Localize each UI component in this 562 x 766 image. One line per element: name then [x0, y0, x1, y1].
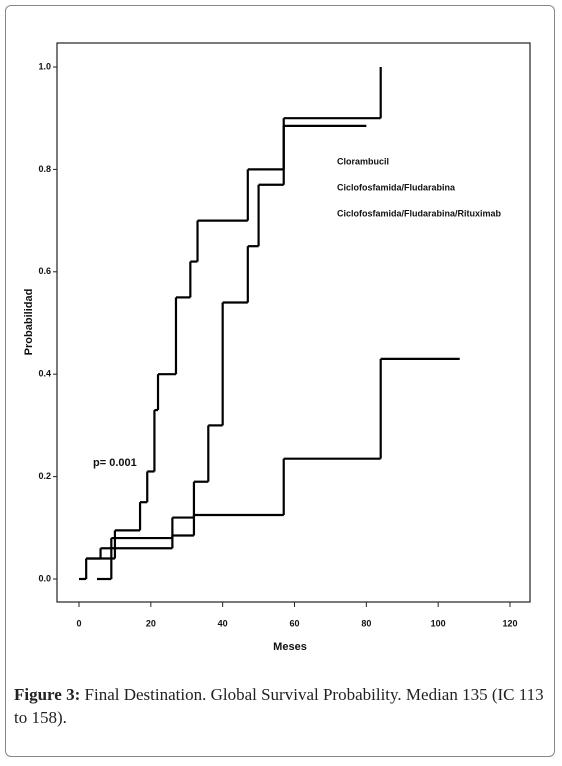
x-axis-label: Meses	[273, 641, 307, 653]
caption: Figure 3: Final Destination. Global Surv…	[14, 683, 554, 729]
y-tick-label: 0.4	[38, 369, 51, 379]
caption-label: Figure 3:	[14, 685, 81, 704]
y-tick-label: 0.0	[38, 573, 51, 583]
caption-text: Final Destination. Global Survival Proba…	[14, 685, 544, 727]
x-tick-label: 0	[76, 618, 81, 628]
x-tick-label: 60	[289, 618, 299, 628]
x-tick-label: 20	[146, 618, 156, 628]
y-tick-label: 0.2	[38, 471, 51, 481]
y-tick-label: 0.6	[38, 266, 51, 276]
x-tick-label: 120	[502, 618, 517, 628]
figure-frame	[5, 5, 555, 757]
annotation: p= 0.001	[93, 457, 137, 469]
x-tick-label: 100	[431, 618, 446, 628]
y-axis-label: Probabilidad	[23, 289, 35, 356]
y-tick-label: 0.8	[38, 164, 51, 174]
y-tick-label: 1.0	[38, 61, 51, 71]
legend-label: Clorambucil	[337, 156, 389, 166]
legend-label: Ciclofosfamida/Fludarabina/Rituximab	[337, 208, 502, 218]
x-tick-label: 80	[361, 618, 371, 628]
plot-frame	[56, 42, 531, 603]
chart: Meses Probabilidad p= 0.001 0 20 40 60 80 100…	[23, 42, 531, 653]
legend-label: Ciclofosfamida/Fludarabina	[337, 182, 456, 192]
x-tick-label: 40	[218, 618, 228, 628]
